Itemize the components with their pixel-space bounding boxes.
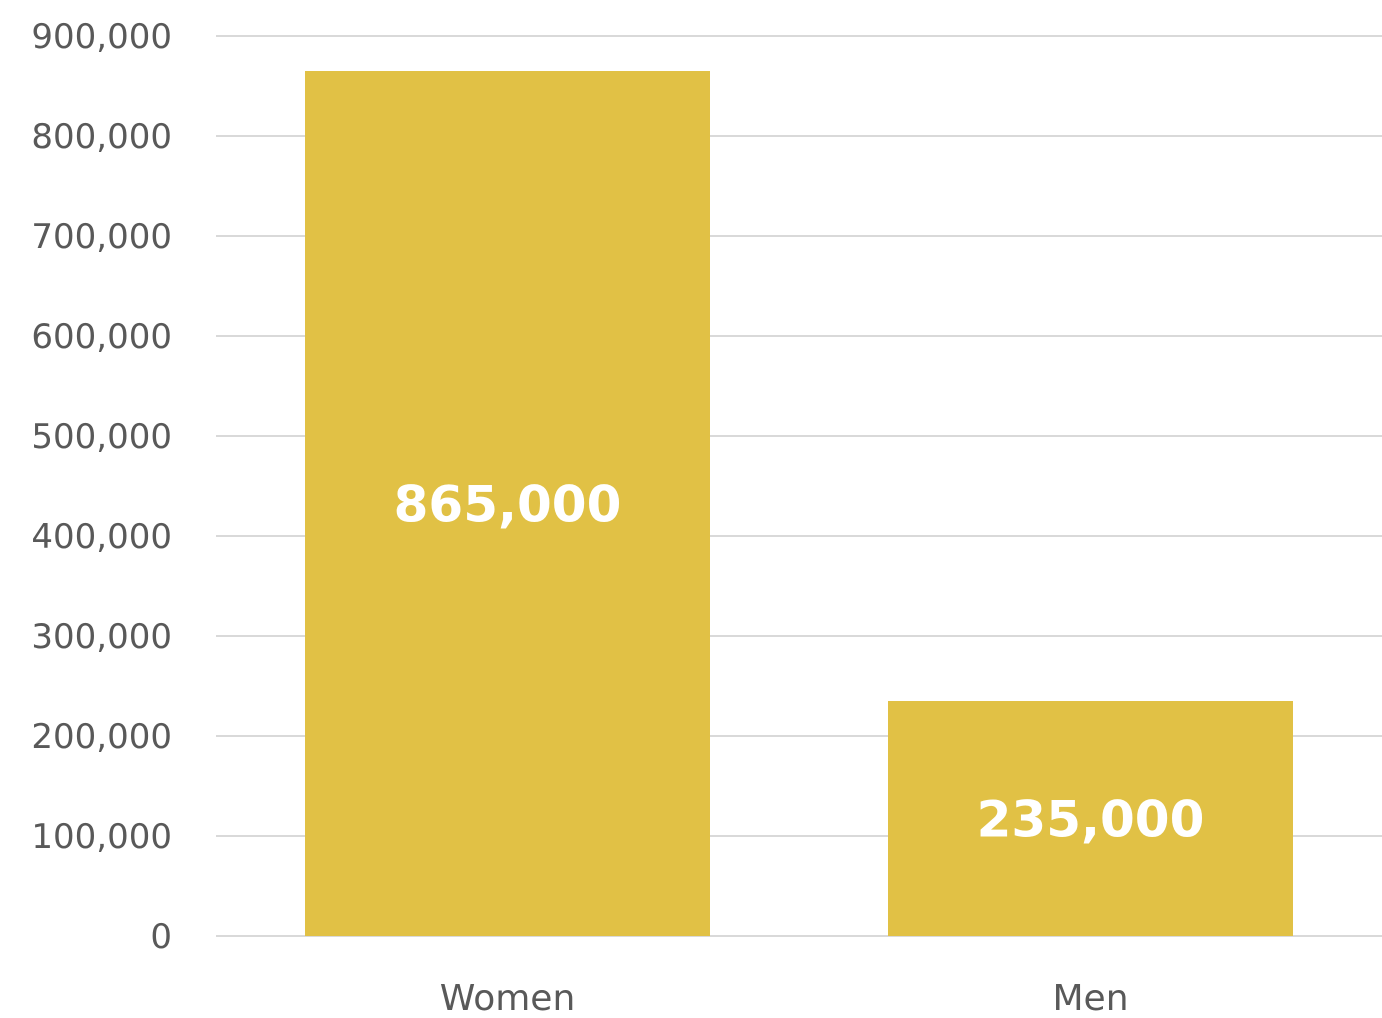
- y-tick-label: 200,000: [31, 717, 172, 757]
- y-tick-label: 100,000: [31, 817, 172, 857]
- x-category-label: Men: [1052, 978, 1128, 1018]
- bars: [305, 71, 1293, 936]
- y-tick-label: 700,000: [31, 217, 172, 257]
- x-axis-category-labels: Women Men: [440, 978, 1129, 1018]
- x-category-label: Women: [440, 978, 576, 1018]
- y-tick-label: 500,000: [31, 417, 172, 457]
- data-label-women: 865,000: [394, 476, 622, 534]
- data-labels: 865,000 235,000: [394, 476, 1205, 849]
- data-label-men: 235,000: [977, 791, 1205, 849]
- y-tick-label: 800,000: [31, 117, 172, 157]
- y-tick-label: 300,000: [31, 617, 172, 657]
- y-tick-label: 600,000: [31, 317, 172, 357]
- bar-men: [888, 701, 1293, 936]
- y-axis-tick-labels: 0 100,000 200,000 300,000 400,000 500,000 600,…: [31, 17, 172, 957]
- y-tick-label: 900,000: [31, 17, 172, 57]
- y-tick-label: 0: [150, 917, 172, 957]
- y-tick-label: 400,000: [31, 517, 172, 557]
- bar-women: [305, 71, 710, 936]
